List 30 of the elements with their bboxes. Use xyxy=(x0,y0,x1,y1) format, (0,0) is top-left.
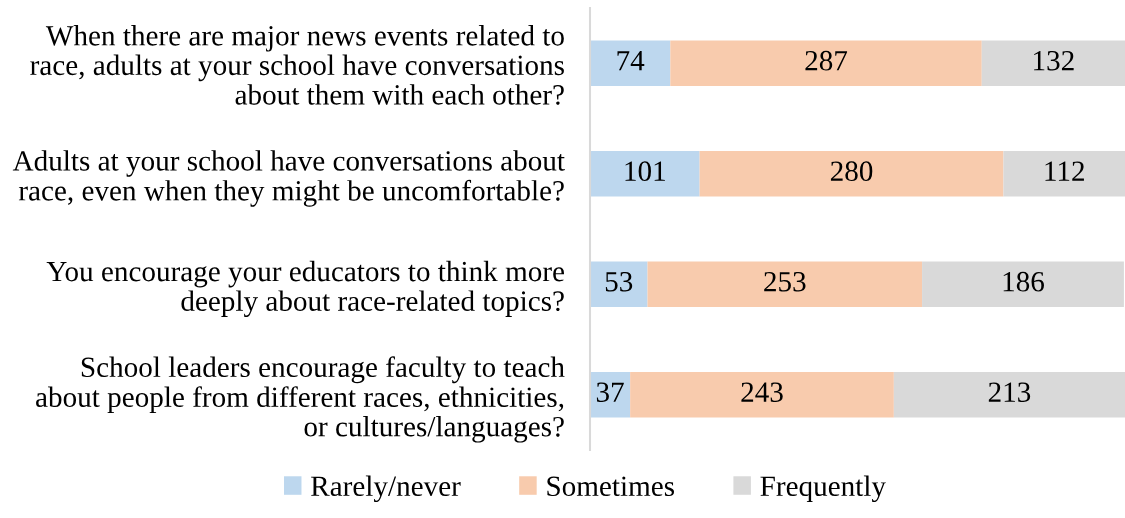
legend-label: Rarely/never xyxy=(311,475,461,503)
data-label: 243 xyxy=(741,382,783,403)
legend-label: Frequently xyxy=(760,475,886,503)
y-tick-label: When there are major news events related to race, adults at your school have conversations about them with each other? xyxy=(30,25,564,105)
bar xyxy=(893,372,1125,418)
y-tick-label: You encourage your educators to think more deeply about race-related topics? xyxy=(46,260,564,317)
y-tick-label: Adults at your school have conversations about race, even when they might be uncomfortable? xyxy=(12,150,565,207)
data-label: 74 xyxy=(617,51,645,71)
y-tick-label: School leaders encourage faculty to teach about people from different races, ethnicities, or cultures/languages? xyxy=(36,356,565,443)
data-label: 213 xyxy=(988,382,1031,403)
data-label: 101 xyxy=(625,161,665,182)
data-label: 53 xyxy=(605,271,633,292)
legend-label: Sometimes xyxy=(547,476,675,497)
data-label: 287 xyxy=(805,50,848,71)
bar xyxy=(590,151,700,197)
bar xyxy=(647,261,923,307)
bar xyxy=(590,261,648,307)
bar xyxy=(1003,151,1125,197)
data-label: 186 xyxy=(1003,271,1044,292)
bar xyxy=(699,151,1004,197)
data-label: 112 xyxy=(1045,161,1084,181)
data-label: 253 xyxy=(764,271,806,292)
bar xyxy=(590,40,671,86)
data-label: 37 xyxy=(596,382,624,403)
data-label: 280 xyxy=(830,161,873,182)
bar xyxy=(670,40,982,86)
data-label: 132 xyxy=(1034,50,1074,71)
bar xyxy=(922,261,1124,307)
bar xyxy=(981,40,1125,86)
bar xyxy=(630,372,894,418)
